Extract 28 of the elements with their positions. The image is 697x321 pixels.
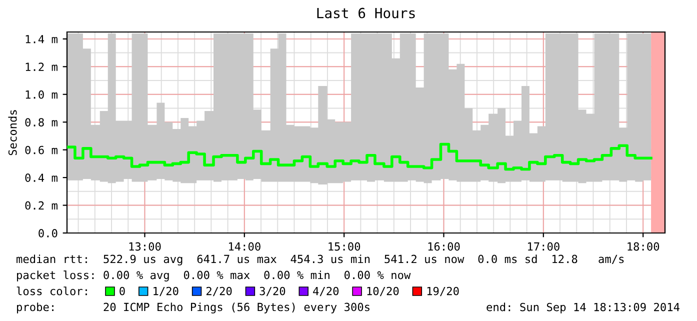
text: end: Sun Sep 14 18:13:09 2014	[486, 302, 680, 314]
text: probe: 20 ICMP Echo Pings (56 Bytes) every 300s	[17, 302, 370, 314]
text: median rtt: 522.9 us avg 641.7 us max 454.3 us min 541.2 us now 0.0 ms sd 12.8 am/s	[16, 254, 624, 266]
legend-label: 10/20	[367, 286, 399, 296]
legend-label: 0	[120, 286, 125, 296]
x-tick-label: 14:00	[229, 242, 260, 251]
y-axis-title: Seconds	[8, 110, 17, 156]
legend-label: 2/20	[206, 286, 232, 296]
legend-label: 19/20	[427, 286, 459, 296]
legend-label: 1/20	[154, 286, 178, 296]
y-tick-label: 0.4 m	[25, 174, 58, 182]
legend-label: 3/20	[260, 286, 286, 296]
x-tick-label: 15:00	[328, 242, 360, 251]
text: packet loss: 0.00 % avg 0.00 % max 0.00 % min 0.00 % now	[17, 270, 411, 282]
y-tick-label: 0.6 m	[25, 146, 58, 154]
y-tick-label: 1.2 m	[26, 62, 58, 71]
legend-label: 4/20	[313, 286, 339, 296]
y-tick-label: 1.0 m	[26, 90, 58, 99]
y-tick-label: 0.8 m	[25, 118, 58, 127]
chart-title: Last 6 Hours	[317, 8, 415, 18]
x-tick-label: 13:00	[129, 242, 161, 251]
y-tick-label: 0.2 m	[25, 201, 58, 210]
text: loss color:	[16, 286, 87, 296]
x-tick-label: 18:00	[628, 242, 660, 251]
y-tick-label: 1.4 m	[26, 35, 58, 44]
y-tick-label: 0.0	[38, 229, 58, 238]
x-tick-label: 17:00	[528, 242, 560, 251]
x-tick-label: 16:00	[428, 242, 460, 251]
